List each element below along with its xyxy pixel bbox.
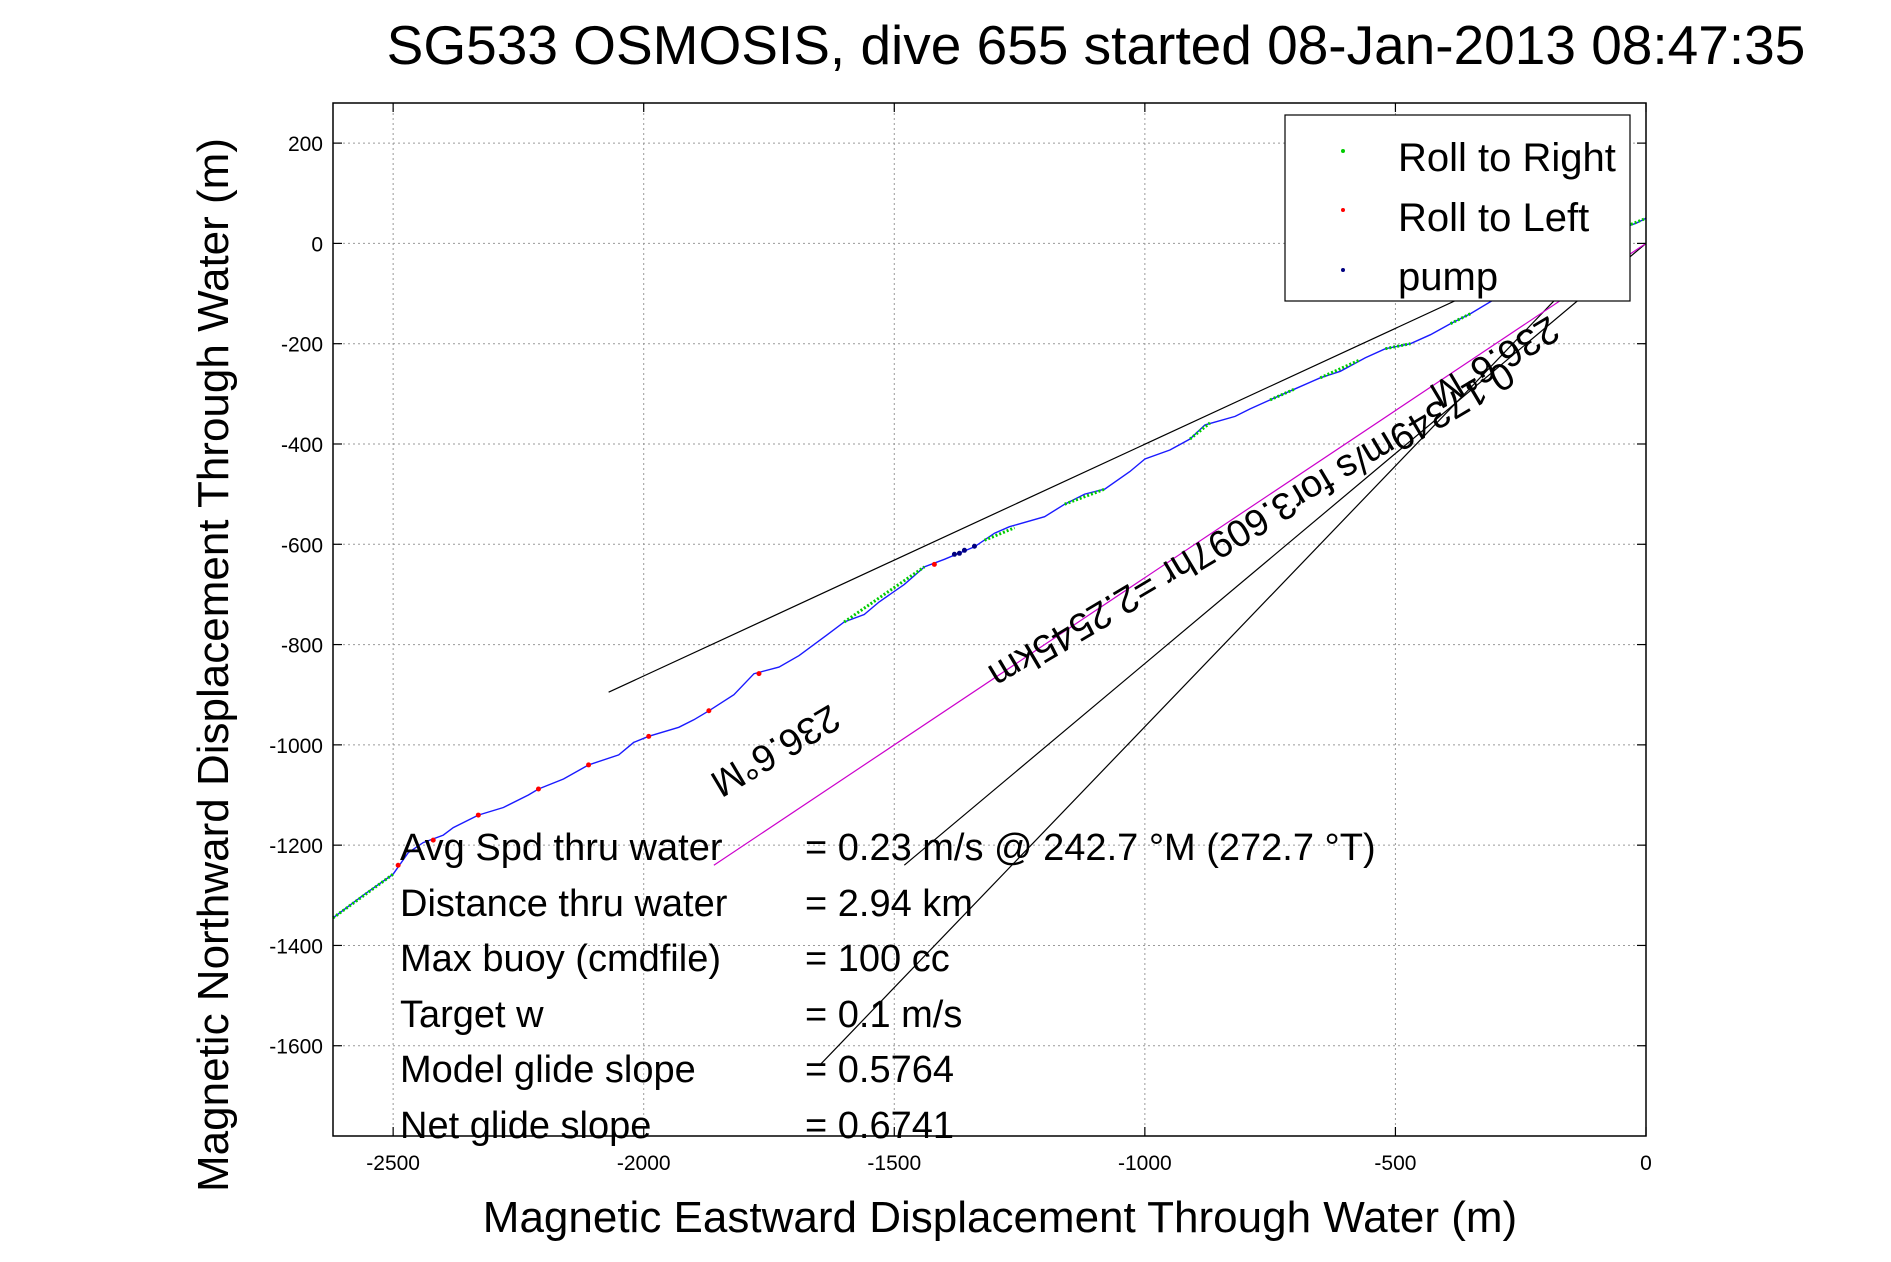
roll-left-marker xyxy=(395,862,401,868)
stats-label-target-w: Target w xyxy=(400,994,544,1036)
x-tick-label: 0 xyxy=(1640,1152,1652,1175)
stats-label-model-glide: Model glide slope xyxy=(400,1049,696,1091)
legend-marker-pump xyxy=(1341,268,1345,272)
chart-title: SG533 OSMOSIS, dive 655 started 08-Jan-2… xyxy=(387,14,1806,76)
stats-block: Avg Spd thru water = 0.23 m/s @ 242.7 °M… xyxy=(400,827,1376,1147)
stats-value-target-w: = 0.1 m/s xyxy=(805,994,962,1036)
y-tick-label: -1600 xyxy=(269,1036,323,1059)
roll-right-marker-segment xyxy=(1630,216,1647,226)
x-tick-label: -500 xyxy=(1374,1152,1416,1175)
y-tick-label: -800 xyxy=(281,635,323,658)
y-tick-label: 200 xyxy=(288,133,323,156)
roll-left-marker xyxy=(430,837,436,843)
roll-left-marker xyxy=(931,561,937,567)
pump-marker xyxy=(971,543,977,549)
roll-right-marker-segment xyxy=(1269,387,1296,402)
x-tick-label: -1500 xyxy=(867,1152,921,1175)
roll-left-marker xyxy=(475,812,481,818)
marker-layer xyxy=(395,543,977,868)
pump-marker xyxy=(951,551,957,557)
reference-line xyxy=(903,242,1647,866)
y-tick-label: 0 xyxy=(311,233,323,256)
stats-value-model-glide: = 0.5764 xyxy=(805,1049,954,1091)
reference-line xyxy=(608,262,1536,693)
y-tick-label: -1400 xyxy=(269,935,323,958)
roll-left-marker xyxy=(706,708,712,714)
stats-label-max-buoy: Max buoy (cmdfile) xyxy=(400,938,721,980)
stats-value-avg-speed: = 0.23 m/s @ 242.7 °M (272.7 °T) xyxy=(805,827,1376,869)
legend-label-pump: pump xyxy=(1398,255,1498,299)
roll-right-marker-segment xyxy=(843,565,926,624)
roll-left-marker xyxy=(586,762,592,768)
legend: Roll to Right Roll to Left pump xyxy=(1284,114,1631,302)
legend-label-roll-left: Roll to Left xyxy=(1398,196,1589,240)
roll-right-marker-segment xyxy=(332,872,394,920)
legend-label-roll-right: Roll to Right xyxy=(1398,136,1616,180)
stats-label-avg-speed: Avg Spd thru water xyxy=(400,827,723,869)
x-tick-label: -2000 xyxy=(617,1152,671,1175)
y-axis-title: Magnetic Northward Displacement Through … xyxy=(189,138,238,1192)
roll-right-marker-segment xyxy=(1385,342,1411,351)
tick-layer: -2500 -2000 -1500 -1000 -500 0 200 0 -200 -400 -60… xyxy=(269,103,1652,1175)
plot-frame xyxy=(332,102,1647,1137)
legend-marker-roll-right xyxy=(1341,149,1345,153)
y-tick-label: -600 xyxy=(281,534,323,557)
y-tick-label: -400 xyxy=(281,434,323,457)
roll-left-marker xyxy=(535,786,541,792)
x-tick-label: -2500 xyxy=(366,1152,420,1175)
roll-right-marker-segment xyxy=(983,526,1016,542)
reference-lines-layer xyxy=(608,242,1647,1067)
stats-value-net-glide: = 0.6741 xyxy=(805,1105,954,1147)
roll-left-marker xyxy=(756,671,762,677)
x-axis-title: Magnetic Eastward Displacement Through W… xyxy=(483,1193,1517,1242)
stats-label-net-glide: Net glide slope xyxy=(400,1105,651,1147)
y-tick-label: -1200 xyxy=(269,835,323,858)
pump-marker xyxy=(961,547,967,553)
stats-label-distance: Distance thru water xyxy=(400,883,728,925)
y-tick-label: -200 xyxy=(281,334,323,357)
roll-right-marker-segment xyxy=(1319,358,1361,380)
reference-line xyxy=(818,288,1567,1067)
roll-right-marker-segment xyxy=(1189,421,1211,441)
legend-marker-roll-left xyxy=(1341,208,1345,212)
reference-line xyxy=(713,242,1647,866)
y-tick-label: -1000 xyxy=(269,735,323,758)
stats-value-distance: = 2.94 km xyxy=(805,883,973,925)
x-tick-label: -1000 xyxy=(1118,1152,1172,1175)
roll-left-marker xyxy=(646,733,652,739)
grid-layer xyxy=(333,103,1646,1136)
stats-value-max-buoy: = 100 cc xyxy=(805,938,950,980)
pump-marker xyxy=(956,550,962,556)
roll-right-marker-segment xyxy=(1064,487,1106,506)
